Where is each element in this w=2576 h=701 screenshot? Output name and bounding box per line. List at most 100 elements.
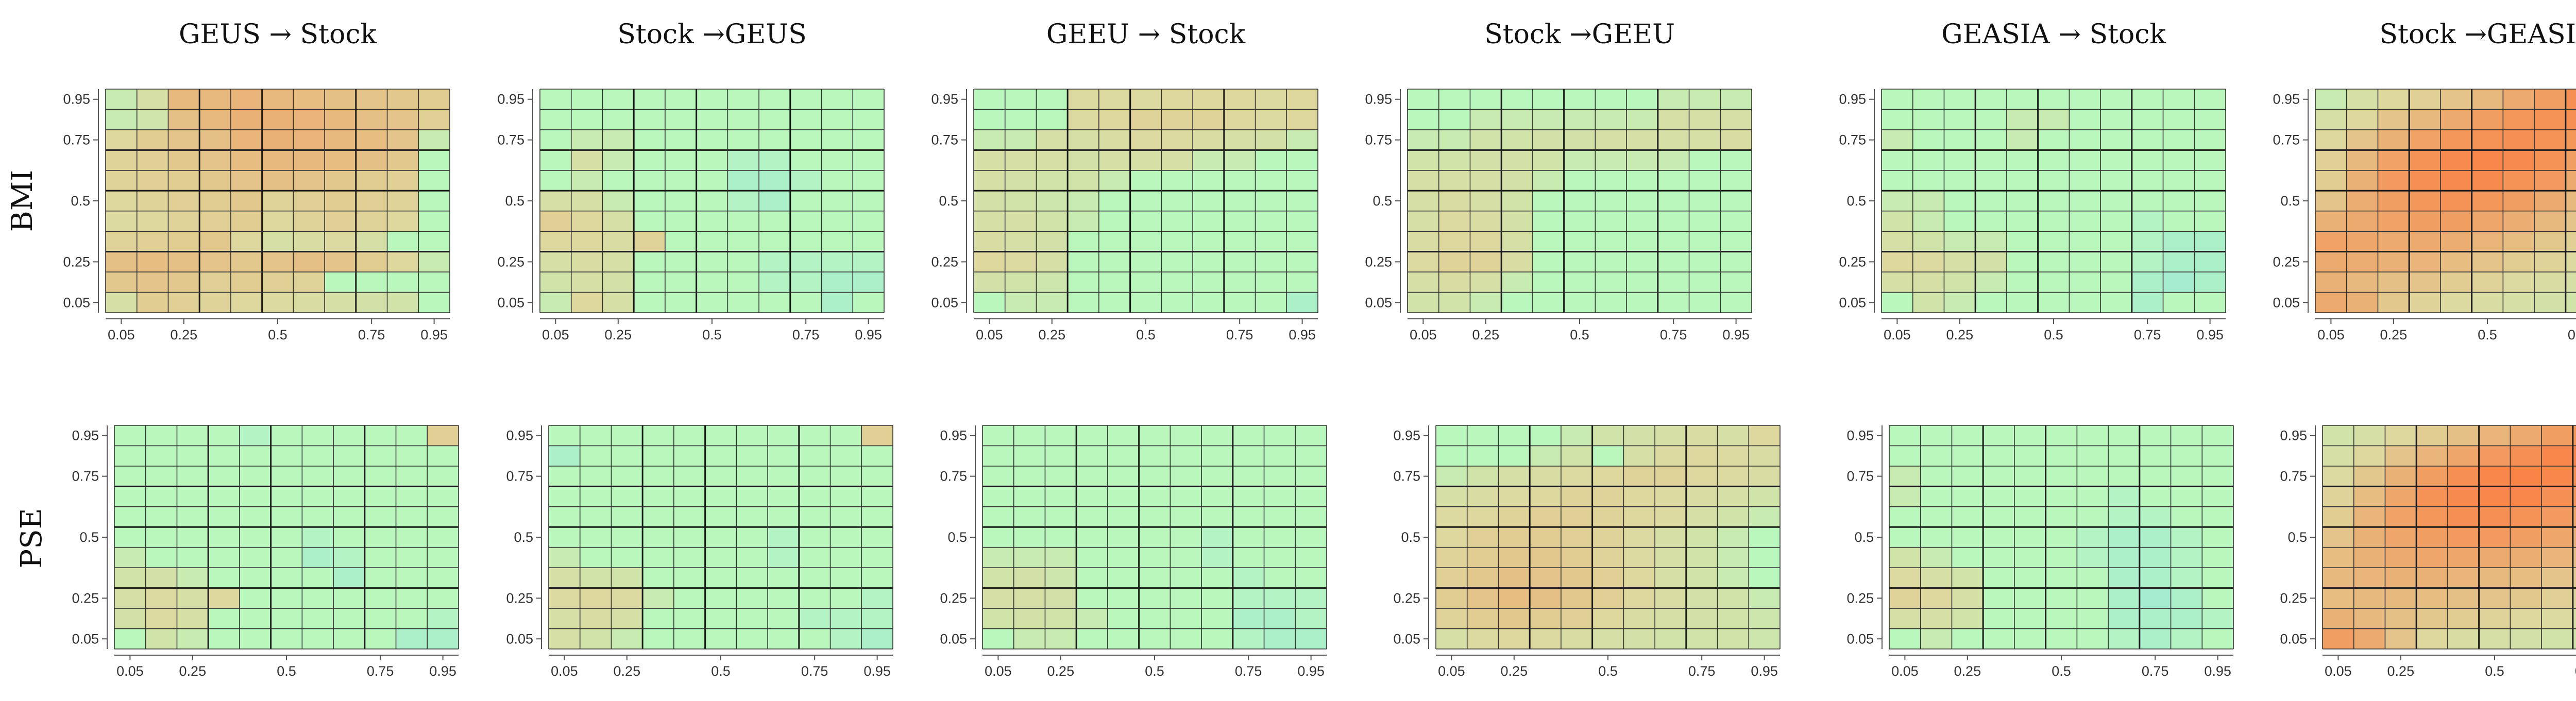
- heatmap-cell: [853, 231, 885, 252]
- heatmap-cell: [642, 446, 674, 467]
- heatmap-cell: [2440, 272, 2472, 293]
- heatmap-cell: [1686, 527, 1718, 548]
- heatmap-cell: [611, 568, 643, 589]
- heatmap-cell: [1498, 547, 1530, 568]
- heatmap-cell: [2503, 191, 2535, 212]
- heatmap-cell: [2006, 292, 2039, 313]
- heatmap-cell: [727, 211, 759, 232]
- heatmap-cell: [2565, 89, 2576, 110]
- heatmap-cell: [1201, 608, 1233, 629]
- heatmap-cell: [2378, 109, 2410, 130]
- heatmap-cell: [2014, 547, 2046, 568]
- heatmap-cell: [2077, 446, 2109, 467]
- heatmap-cell: [145, 547, 178, 568]
- heatmap-cell: [1107, 506, 1140, 527]
- x-tick-label: 0.05: [976, 327, 1003, 343]
- heatmap-cell: [364, 588, 397, 609]
- heatmap-cell: [549, 527, 581, 548]
- heatmap-cell: [1170, 466, 1202, 487]
- heatmap-cell: [387, 251, 419, 272]
- heatmap-cell: [1098, 129, 1131, 150]
- y-tick-label: 0.95: [497, 92, 524, 107]
- heatmap-cell: [705, 628, 737, 649]
- heatmap-cell: [1232, 568, 1265, 589]
- heatmap-cell: [427, 425, 459, 447]
- heatmap-cell: [768, 527, 800, 548]
- heatmap-cell: [114, 425, 146, 447]
- heatmap-cell: [293, 272, 325, 293]
- heatmap-cell: [1595, 292, 1627, 313]
- heatmap-cell: [1264, 425, 1296, 447]
- heatmap-cell: [1944, 89, 1976, 110]
- heatmap-cell: [137, 89, 169, 110]
- heatmap-cell: [1689, 292, 1721, 313]
- heatmap-cell: [1130, 89, 1162, 110]
- heatmap-cell: [1889, 446, 1921, 467]
- heatmap-cell: [727, 150, 759, 171]
- heatmap-cell: [208, 608, 240, 629]
- heatmap-cell: [1626, 272, 1658, 293]
- heatmap-cell: [208, 588, 240, 609]
- heatmap-cell: [387, 191, 419, 212]
- heatmap-cell: [325, 272, 357, 293]
- heatmap-cell: [768, 446, 800, 467]
- heatmap-cell: [1983, 446, 2015, 467]
- heatmap-cell: [145, 527, 178, 548]
- heatmap-cell: [1470, 89, 1502, 110]
- panel-bmi-6: Stock →GEASIA0.050.250.50.750.950.050.25…: [2273, 19, 2576, 343]
- heatmap-cell: [2440, 129, 2472, 150]
- heatmap-cell: [1013, 425, 1046, 447]
- x-tick-label: 0.5: [1145, 663, 1164, 679]
- heatmap-cell: [1098, 231, 1131, 252]
- heatmap-cell: [1470, 251, 1502, 272]
- heatmap-cell: [2385, 486, 2417, 507]
- heatmap-cell: [114, 506, 146, 527]
- heatmap-cell: [2163, 272, 2195, 293]
- x-tick-label: 0.5: [1598, 663, 1618, 679]
- heatmap-cell: [199, 292, 231, 313]
- heatmap-cell: [199, 251, 231, 272]
- heatmap-cell: [2069, 109, 2101, 130]
- heatmap-cell: [2077, 506, 2109, 527]
- heatmap-cell: [1626, 211, 1658, 232]
- heatmap-cell: [1076, 547, 1108, 568]
- heatmap-cell: [1920, 446, 1953, 467]
- heatmap-cell: [1098, 272, 1131, 293]
- heatmap-cell: [2416, 466, 2448, 487]
- heatmap-cell: [1295, 486, 1327, 507]
- x-tick-label: 0.95: [863, 663, 891, 679]
- heatmap-cell: [2315, 129, 2347, 150]
- heatmap-cell: [302, 568, 334, 589]
- heatmap-cell: [830, 486, 862, 507]
- heatmap-cell: [2440, 89, 2472, 110]
- heatmap-cell: [665, 150, 697, 171]
- heatmap-cell: [333, 547, 365, 568]
- heatmap-cell: [1689, 211, 1721, 232]
- heatmap-cell: [1067, 292, 1099, 313]
- heatmap-cell: [355, 272, 388, 293]
- heatmap-cell: [2069, 89, 2101, 110]
- heatmap-cell: [1201, 446, 1233, 467]
- x-tick-label: 0.75: [358, 327, 385, 343]
- panel-pse-5: 0.05 0.25 0.5 0.75 0.950.050.250.50.750.95: [1846, 425, 2234, 679]
- heatmap-cell: [1076, 527, 1108, 548]
- heatmap-cell: [2131, 231, 2164, 252]
- heatmap-cell: [549, 425, 581, 447]
- heatmap-cell: [549, 608, 581, 629]
- heatmap-cell: [1717, 588, 1749, 609]
- heatmap-cell: [333, 588, 365, 609]
- x-tick-label: 0.75: [1235, 663, 1262, 679]
- heatmap-cell: [1532, 251, 1565, 272]
- heatmap-cell: [2479, 568, 2511, 589]
- heatmap-cell: [727, 292, 759, 313]
- heatmap-cell: [387, 231, 419, 252]
- heatmap-cell: [106, 129, 138, 150]
- heatmap-cell: [1255, 191, 1287, 212]
- heatmap-cell: [1595, 170, 1627, 191]
- heatmap-cell: [1912, 292, 1945, 313]
- heatmap-cell: [1983, 506, 2015, 527]
- heatmap-cell: [106, 231, 138, 252]
- heatmap-cell: [325, 191, 357, 212]
- heatmap-cell: [302, 608, 334, 629]
- heatmap-cell: [2409, 231, 2441, 252]
